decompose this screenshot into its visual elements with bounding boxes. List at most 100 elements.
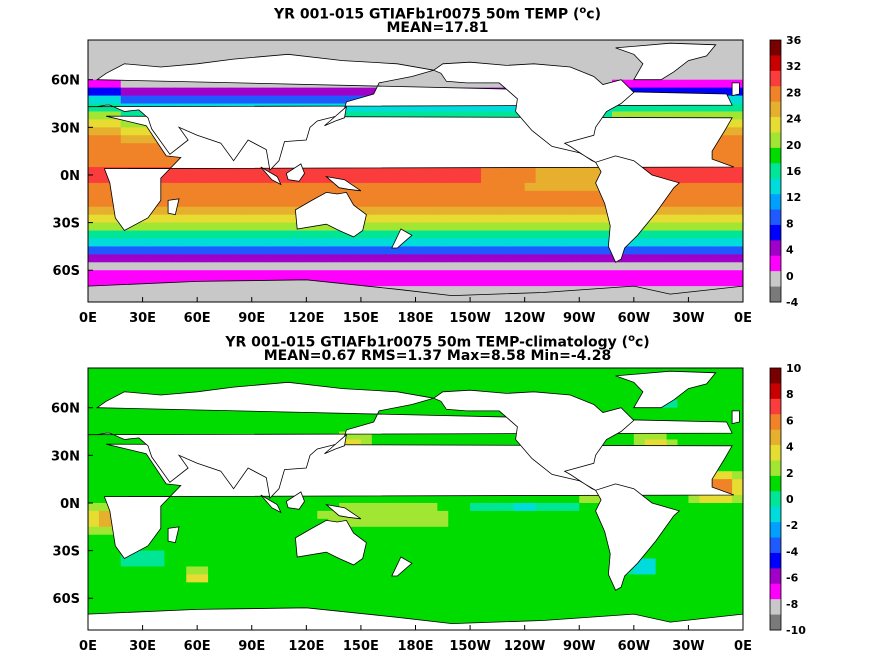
field-cell (360, 542, 373, 552)
field-cell (535, 614, 548, 623)
field-cell (251, 542, 264, 552)
field-cell (426, 558, 438, 568)
field-cell (437, 246, 449, 255)
field-cell (437, 103, 449, 113)
field-cell (284, 95, 297, 105)
field-cell (481, 550, 493, 560)
field-cell (633, 270, 646, 279)
field-cell (175, 368, 187, 377)
field-cell (251, 566, 264, 576)
field-cell (382, 558, 395, 568)
field-cell (502, 383, 515, 393)
field-cell (557, 222, 569, 232)
field-cell (208, 167, 220, 176)
field-cell (262, 238, 275, 248)
field-cell (688, 262, 700, 271)
field-cell (666, 550, 679, 560)
field-cell (502, 182, 515, 192)
field-cell (491, 375, 504, 385)
field-cell (721, 487, 733, 496)
field-cell (328, 368, 340, 377)
field-cell (491, 368, 504, 377)
field-cell (612, 431, 624, 441)
field-cell (481, 40, 493, 49)
field-cell (251, 230, 264, 240)
field-cell (688, 590, 700, 599)
field-cell (502, 40, 515, 49)
field-cell (721, 502, 733, 512)
field-cell (644, 558, 657, 568)
field-cell (470, 167, 482, 176)
field-cell (677, 391, 690, 401)
field-cell (360, 167, 373, 176)
field-cell (164, 214, 176, 224)
field-cell (481, 558, 493, 568)
field-cell (710, 502, 722, 512)
field-cell (284, 415, 297, 425)
field-cell (317, 238, 329, 248)
field-cell (481, 598, 493, 607)
field-cell (481, 431, 493, 441)
field-cell (677, 415, 690, 425)
field-cell (470, 262, 482, 271)
field-cell (491, 182, 504, 192)
field-cell (273, 238, 286, 248)
field-cell (153, 254, 166, 263)
land-europe-asia (88, 381, 733, 500)
field-cell (426, 542, 438, 552)
field-cell (360, 415, 373, 425)
field-cell (448, 206, 460, 216)
field-cell (120, 590, 133, 599)
field-cell (502, 262, 515, 271)
field-cell (208, 87, 220, 97)
field-cell (273, 368, 286, 377)
field-cell (273, 495, 286, 504)
field-cell (371, 214, 384, 224)
field-cell (415, 510, 428, 520)
field-cell (371, 566, 384, 576)
field-cell (295, 95, 307, 105)
field-cell (546, 238, 559, 248)
field-cell (382, 214, 395, 224)
field-cell (677, 246, 690, 255)
top-panel-title: YR 001-015 GTIAFb1r0075 50m TEMP (oc) (0, 2, 875, 24)
x-tick-label: 0E (79, 311, 97, 326)
field-cell (470, 206, 482, 216)
field-cell (721, 270, 733, 279)
field-cell (98, 534, 111, 544)
field-cell (98, 214, 111, 224)
field-cell (666, 518, 679, 528)
field-cell (404, 510, 417, 520)
field-cell (175, 270, 187, 279)
field-cell (655, 222, 668, 232)
field-cell (219, 542, 231, 552)
field-cell (470, 518, 482, 528)
field-cell (426, 254, 438, 263)
field-cell (350, 566, 362, 576)
field-cell (88, 606, 100, 615)
field-cell (306, 47, 318, 57)
field-cell (481, 368, 493, 377)
field-cell (98, 143, 111, 152)
field-cell (142, 278, 155, 287)
field-cell (404, 238, 417, 248)
field-cell (284, 558, 297, 568)
anomaly-field (88, 368, 743, 630)
field-cell (579, 254, 591, 263)
field-cell (579, 518, 591, 528)
field-cell (251, 87, 264, 97)
field-cell (688, 550, 700, 560)
field-cell (666, 399, 679, 409)
field-cell (153, 246, 166, 255)
y-tick-label: 0N (60, 169, 80, 184)
field-cell (153, 423, 166, 433)
field-cell (415, 47, 428, 57)
field-cell (710, 510, 722, 520)
field-cell (328, 47, 340, 57)
colorbar-swatch (770, 429, 781, 446)
colorbar-label: 24 (786, 113, 802, 126)
field-cell (404, 582, 417, 591)
field-cell (240, 238, 253, 248)
field-cell (732, 40, 743, 49)
field-cell (328, 254, 340, 263)
